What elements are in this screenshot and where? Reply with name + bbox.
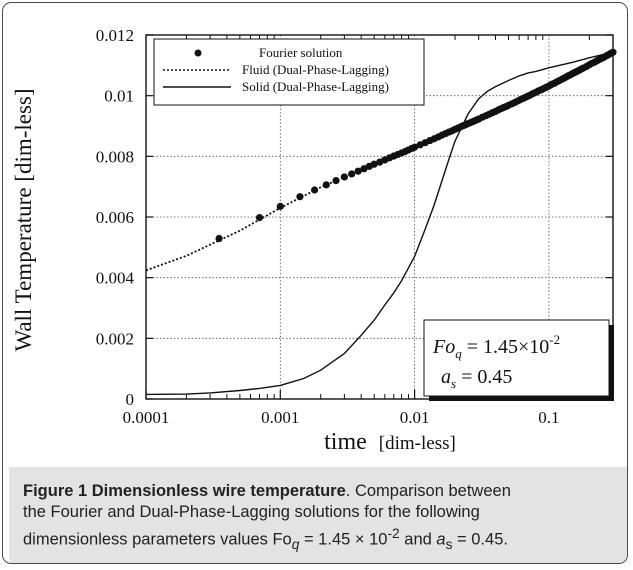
annotation-a-value: = 0.45 [456, 366, 512, 388]
caption-line-2: the Fourier and Dual-Phase-Lagging solut… [23, 503, 480, 521]
legend-fluid-label: Fluid (Dual-Phase-Lagging) [242, 62, 389, 77]
fourier-data-point [332, 177, 340, 185]
fourier-data-point [255, 214, 264, 222]
caption-sub-s: s [445, 536, 453, 552]
y-tick-label: 0.006 [96, 208, 134, 227]
caption-text-1: . Comparison between [345, 482, 511, 500]
caption-line-1: Figure 1 Dimensionless wire temperature.… [23, 481, 627, 502]
y-tick-label: 0.002 [96, 329, 134, 348]
fourier-data-point [411, 143, 419, 151]
chart-svg: 0.0001 0.001 0.01 0.1 0 0.002 0.004 0.006 0.008 0… [11, 26, 617, 455]
y-tick-label: 0.008 [96, 147, 134, 166]
legend: Fourier solution Fluid (Dual-Phase-Laggi… [153, 38, 425, 106]
annotation-fo-value: = 1.45×10 [462, 336, 550, 358]
x-tick-label: 0.001 [261, 408, 299, 427]
fourier-data-point [276, 202, 284, 210]
caption-a-symbol: a [436, 530, 446, 549]
caption-text-3a: dimensionless parameters values Fo [23, 530, 292, 549]
figure-frame: 0.0001 0.001 0.01 0.1 0 0.002 0.004 0.006 0.008 0… [2, 2, 628, 564]
x-axis-label-main: time [324, 429, 367, 455]
x-axis-label: time [dim-less] [324, 429, 456, 455]
annotation-a: a [441, 366, 451, 388]
fourier-data-point [370, 160, 378, 168]
annotation-fo-sub: q [455, 346, 462, 361]
caption-sup: -2 [387, 526, 400, 541]
annotation-fo: Fo [432, 336, 455, 358]
caption-background [9, 467, 627, 563]
annotation-fo-exp: -2 [549, 332, 560, 347]
caption-line-3: dimensionless parameters values Foq = 1.… [23, 523, 627, 555]
fourier-data-point [354, 167, 362, 175]
fourier-data-point [348, 170, 356, 178]
fourier-data-point [322, 181, 330, 189]
fourier-data-point [340, 173, 348, 181]
y-tick-label: 0.012 [96, 26, 134, 45]
fourier-data-point [215, 234, 223, 243]
x-tick-label: 0.01 [400, 408, 430, 427]
y-tick-label: 0 [126, 390, 135, 409]
annotation-box [423, 319, 610, 397]
legend-solid-label: Solid (Dual-Phase-Lagging) [242, 79, 389, 94]
x-axis-label-unit: [dim-less] [379, 433, 456, 454]
annotation-a-sub: s [451, 376, 456, 391]
annotation-fo-q: Foq = 1.45×10-2 [432, 332, 560, 361]
legend-fourier-marker [194, 49, 202, 57]
legend-fourier-label: Fourier solution [259, 45, 343, 60]
solid-dpl-line [145, 51, 614, 396]
caption-text-3d: = 0.45. [452, 530, 508, 549]
caption-text-3c: and [399, 530, 437, 549]
caption-text-3b: = 1.45 × 10 [299, 530, 388, 549]
annotation-a-s: as = 0.45 [441, 366, 512, 391]
x-tick-label: 0.0001 [123, 408, 170, 427]
y-axis-label: Wall Temperature [dim-less] [11, 88, 36, 351]
caption-text: Figure 1 Dimensionless wire temperature.… [23, 481, 627, 555]
caption-title: Figure 1 Dimensionless wire temperature [23, 482, 346, 500]
fourier-markers [215, 48, 617, 243]
parameter-annotation: Foq = 1.45×10-2 as = 0.45 [423, 319, 614, 401]
tick-labels: 0.0001 0.001 0.01 0.1 0 0.002 0.004 0.006 0.008 0… [96, 26, 560, 427]
fourier-data-point [310, 186, 319, 194]
fourier-data-point [296, 193, 304, 201]
y-tick-label: 0.004 [96, 269, 135, 288]
caption-sub-q: q [291, 536, 300, 552]
y-tick-label: 0.01 [104, 87, 134, 106]
x-tick-label: 0.1 [538, 408, 559, 427]
